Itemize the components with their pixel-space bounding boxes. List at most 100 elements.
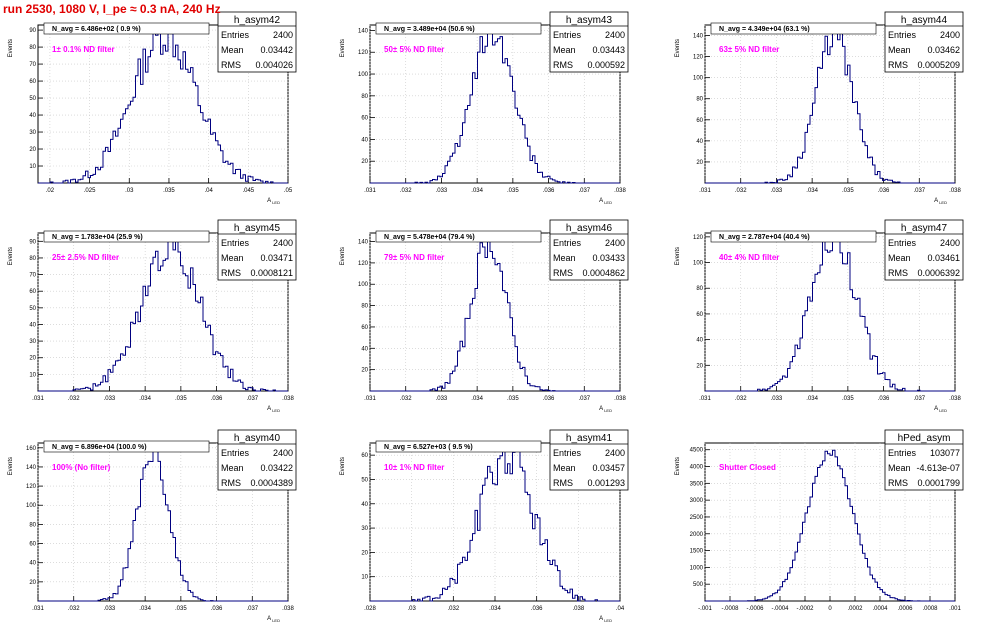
hist-name: h_asym46 <box>566 223 613 234</box>
x-tick-label: .031 <box>364 188 376 194</box>
x-tick-label: .033 <box>104 396 116 402</box>
stats-mean-value: 0.03462 <box>927 45 960 55</box>
y-tick-label: 140 <box>358 28 369 34</box>
hist-name: h_asym44 <box>901 15 948 26</box>
y-tick-label: 160 <box>26 446 37 452</box>
x-axis-title: A LED <box>267 616 280 622</box>
stats-rms-value: 0.0008121 <box>250 268 293 278</box>
y-tick-label: 20 <box>29 580 36 586</box>
y-tick-label: 80 <box>361 94 368 100</box>
x-tick-label: .037 <box>246 396 258 402</box>
n-avg-label: N_avg = 6.896e+04 (100.0 %) <box>52 444 147 451</box>
y-axis-title: Events <box>8 457 14 475</box>
y-tick-label: 120 <box>693 235 704 241</box>
x-tick-label: .037 <box>913 188 925 194</box>
x-tick-label: .038 <box>614 396 626 402</box>
x-tick-label: .036 <box>878 396 890 402</box>
y-tick-label: 30 <box>29 339 36 345</box>
stats-rms-value: 0.0006392 <box>917 268 960 278</box>
y-tick-label: 40 <box>696 139 703 145</box>
y-tick-label: 40 <box>29 113 36 119</box>
x-tick-label: .038 <box>282 606 294 612</box>
hist-name: h_asym41 <box>566 433 613 444</box>
hist-name: h_asym42 <box>234 15 281 26</box>
y-tick-label: 2000 <box>690 532 704 538</box>
stats-mean-label: Mean <box>553 463 576 473</box>
x-axis-title: A LED <box>599 198 612 205</box>
x-tick-label: .034 <box>471 188 483 194</box>
y-tick-label: 100 <box>693 261 704 267</box>
x-tick-label: .031 <box>699 396 711 402</box>
stats-entries-value: 2400 <box>605 448 625 458</box>
y-tick-label: 60 <box>29 289 36 295</box>
stats-mean-value: 0.03471 <box>260 253 293 263</box>
filter-note: 1± 0.1% ND filter <box>52 45 115 54</box>
stats-box <box>884 11 964 73</box>
n-avg-label: N_avg = 6.527e+03 ( 9.5 %) <box>384 444 473 451</box>
x-tick-label: .045 <box>242 188 254 194</box>
n-avg-label: N_avg = 4.349e+04 (63.1 %) <box>719 26 810 33</box>
x-tick-label: .033 <box>771 396 783 402</box>
stats-rms-value: 0.0004389 <box>250 478 293 488</box>
y-tick-label: 100 <box>693 76 704 82</box>
stats-rms-label: RMS <box>888 478 908 488</box>
y-tick-label: 30 <box>361 526 368 532</box>
y-tick-label: 100 <box>358 72 369 78</box>
x-tick-label: .038 <box>614 188 626 194</box>
y-tick-label: 80 <box>696 97 703 103</box>
n-avg-box <box>710 22 877 35</box>
stats-rms-value: 0.0005209 <box>917 60 960 70</box>
x-axis-title: A LED <box>267 406 280 413</box>
y-tick-label: 80 <box>29 522 36 528</box>
y-tick-label: 70 <box>29 62 36 68</box>
stats-rms-label: RMS <box>553 60 573 70</box>
histogram-bins <box>38 26 288 184</box>
stats-box <box>217 429 297 491</box>
x-tick-label: .037 <box>578 396 590 402</box>
y-tick-label: 40 <box>361 137 368 143</box>
y-tick-label: 40 <box>361 502 368 508</box>
y-tick-label: 4000 <box>690 465 704 471</box>
y-tick-label: 60 <box>361 325 368 331</box>
stats-box <box>884 429 964 491</box>
stats-rms-label: RMS <box>221 268 241 278</box>
y-tick-label: 80 <box>696 286 703 292</box>
x-tick-label: .032 <box>735 396 747 402</box>
x-tick-label: .036 <box>543 188 555 194</box>
x-tick-label: .04 <box>204 188 213 194</box>
stats-entries-label: Entries <box>221 30 250 40</box>
stats-entries-label: Entries <box>553 238 582 248</box>
x-tick-label: .032 <box>400 396 412 402</box>
n-avg-box <box>43 22 210 35</box>
n-avg-label: N_avg = 3.489e+04 (50.6 %) <box>384 26 475 33</box>
x-tick-label: .032 <box>400 188 412 194</box>
x-axis-title: A LED <box>934 198 947 205</box>
stats-box <box>217 219 297 281</box>
stats-mean-label: Mean <box>553 253 576 263</box>
y-tick-label: 20 <box>361 550 368 556</box>
y-tick-label: 20 <box>361 368 368 374</box>
stats-entries-value: 2400 <box>605 238 625 248</box>
x-tick-label: .033 <box>436 396 448 402</box>
x-tick-label: 0 <box>828 606 832 612</box>
n-avg-label: N_avg = 2.787e+04 (40.4 %) <box>719 234 810 241</box>
x-tick-label: .032 <box>735 188 747 194</box>
n-avg-label: N_avg = 6.486e+02 ( 0.9 %) <box>52 26 141 33</box>
y-tick-label: 3500 <box>690 481 704 487</box>
histogram-panel-h_asym47: .031 .032 .033 .034 .035 .036 .037 .038 20 40 60 80… <box>675 219 964 413</box>
x-tick-label: .035 <box>507 396 519 402</box>
n-avg-box <box>43 230 210 243</box>
n-avg-label: N_avg = 1.783e+04 (25.9 %) <box>52 234 143 241</box>
stats-entries-value: 2400 <box>940 238 960 248</box>
x-axis-title: A LED <box>267 198 280 205</box>
stats-entries-value: 2400 <box>605 30 625 40</box>
x-tick-label: .034 <box>471 396 483 402</box>
x-tick-label: .001 <box>949 606 961 612</box>
stats-rms-value: 0.001293 <box>587 478 625 488</box>
y-tick-label: 100 <box>358 282 369 288</box>
x-tick-label: .0004 <box>872 606 888 612</box>
filter-note: 40± 4% ND filter <box>719 253 779 262</box>
y-tick-label: 10 <box>29 164 36 170</box>
y-tick-label: 120 <box>26 484 37 490</box>
